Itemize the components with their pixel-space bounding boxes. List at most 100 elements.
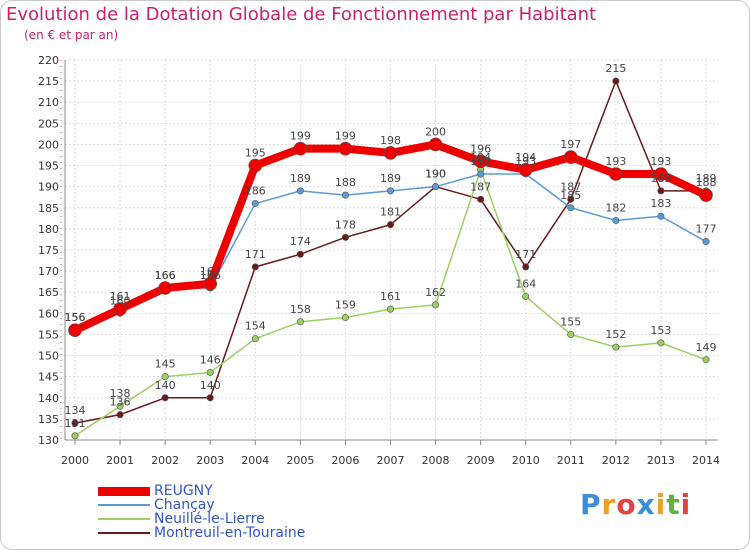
data-point [518, 162, 533, 177]
x-tick-label: 2012 [602, 454, 630, 467]
y-tick-label: 180 [38, 223, 59, 236]
data-label: 156 [65, 311, 86, 324]
logo-letter: x [636, 488, 656, 521]
data-point [477, 195, 485, 203]
data-point [341, 191, 349, 199]
x-tick-label: 2006 [331, 454, 359, 467]
data-point [296, 318, 304, 326]
data-point [654, 167, 668, 181]
y-tick-label: 170 [38, 265, 59, 278]
data-label: 171 [515, 248, 536, 261]
data-label: 200 [425, 125, 446, 138]
data-label: 138 [110, 387, 131, 400]
data-point [116, 411, 124, 419]
data-label: 136 [110, 396, 131, 409]
data-label: 189 [650, 172, 671, 185]
data-point [522, 292, 530, 300]
data-point [432, 183, 440, 191]
data-point [251, 335, 259, 343]
data-point [206, 394, 214, 402]
x-tick-label: 2013 [647, 454, 675, 467]
data-label: 171 [245, 248, 266, 261]
y-tick-label: 160 [38, 307, 59, 320]
x-tick-label: 2011 [557, 454, 585, 467]
data-label: 140 [200, 379, 221, 392]
data-point [699, 188, 713, 202]
data-point [71, 419, 79, 427]
legend-label-reugny: REUGNY [154, 483, 213, 499]
data-point [609, 167, 623, 181]
legend-label-chancay: Chançay [154, 497, 215, 513]
data-point [296, 250, 304, 258]
data-label: 161 [110, 290, 131, 303]
y-tick-label: 175 [38, 244, 59, 257]
data-point [248, 158, 263, 173]
logo-letter: t [666, 488, 681, 521]
data-label: 189 [696, 172, 717, 185]
data-point [612, 216, 620, 224]
x-tick-label: 2004 [241, 454, 269, 467]
data-label: 155 [560, 315, 581, 328]
y-tick-label: 165 [38, 286, 59, 299]
data-point [71, 432, 79, 440]
data-label: 189 [380, 172, 401, 185]
data-label: 193 [515, 155, 536, 168]
data-point [657, 212, 665, 220]
data-label: 152 [605, 328, 626, 341]
data-point [432, 301, 440, 309]
data-label: 166 [200, 269, 221, 282]
legend-label-montreuil: Montreuil-en-Touraine [154, 525, 306, 541]
data-point [203, 276, 218, 291]
data-point [473, 154, 488, 169]
data-label: 162 [425, 286, 446, 299]
data-point [251, 263, 259, 271]
data-point [612, 77, 620, 85]
data-point [383, 146, 398, 160]
data-point [567, 195, 575, 203]
y-tick-label: 150 [38, 350, 59, 363]
x-tick-label: 2014 [692, 454, 720, 467]
y-tick-label: 200 [38, 138, 59, 151]
data-label: 196 [470, 142, 491, 155]
data-point [161, 394, 169, 402]
data-point [522, 263, 530, 271]
data-label: 182 [605, 201, 626, 214]
data-point [116, 402, 124, 410]
data-point [386, 221, 394, 229]
data-point [657, 339, 665, 347]
logo-letter: P [580, 488, 602, 521]
logo-letter: i [655, 488, 667, 521]
data-label: 174 [290, 235, 311, 248]
data-label: 134 [65, 404, 86, 417]
x-tick-label: 2002 [151, 454, 179, 467]
data-label: 190 [425, 168, 446, 181]
proxiti-logo: Proxiti [580, 488, 691, 521]
y-tick-label: 215 [38, 75, 59, 88]
data-label: 194 [515, 151, 536, 164]
data-point [251, 200, 259, 208]
data-label: 199 [290, 130, 311, 143]
data-point [477, 170, 485, 178]
legend-label-neuille: Neuillé-le-Lierre [154, 511, 265, 527]
data-point [428, 137, 443, 152]
data-point [567, 204, 575, 212]
logo-letter: i [680, 488, 692, 521]
data-point [386, 187, 394, 195]
data-label: 166 [155, 269, 176, 282]
x-tick-label: 2008 [422, 454, 450, 467]
data-label: 183 [650, 197, 671, 210]
data-label: 178 [335, 218, 356, 231]
data-point [386, 305, 394, 313]
y-tick-label: 210 [38, 96, 59, 109]
data-label: 215 [605, 62, 626, 75]
data-label: 154 [245, 320, 266, 333]
x-tick-label: 2003 [196, 454, 224, 467]
data-label: 195 [245, 147, 266, 160]
data-label: 161 [380, 290, 401, 303]
legend-item-montreuil: Montreuil-en-Touraine [98, 526, 305, 540]
data-point [702, 356, 710, 364]
x-tick-label: 2007 [377, 454, 405, 467]
data-label: 197 [560, 138, 581, 151]
legend-swatch-montreuil [98, 532, 150, 534]
